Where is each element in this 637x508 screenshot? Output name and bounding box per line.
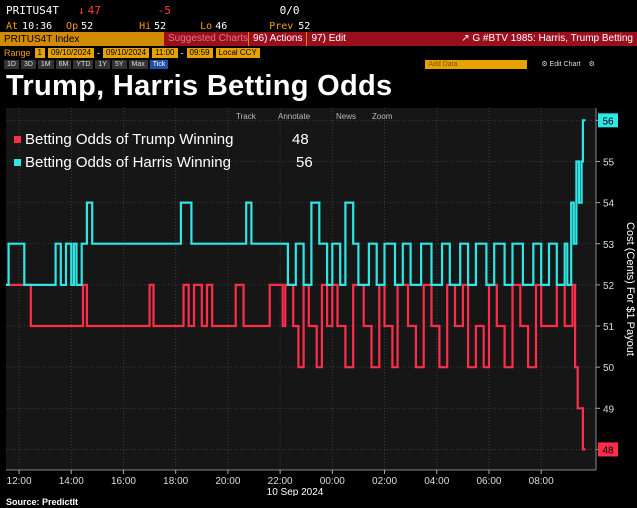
harris-series-line [6, 119, 586, 286]
legend: Betting Odds of Trump Winning 48 Betting… [14, 131, 313, 171]
at-label: At [6, 20, 19, 32]
prev-value: 52 [298, 20, 311, 32]
start-date-field[interactable]: 09/10/2024 [47, 47, 95, 58]
legend-value-harris: 56 [296, 154, 313, 171]
ticker: PRITUS4T [6, 3, 59, 17]
x-tick-label: 00:00 [320, 476, 345, 487]
tab-6m[interactable]: 6M [55, 59, 72, 69]
last-value-tags: 48 56 [598, 113, 618, 457]
high-value: 52 [154, 20, 167, 32]
menu-spacer [349, 32, 458, 46]
security-bar: PRITUS4T Index Suggested Charts 96) Acti… [0, 32, 637, 46]
legend-swatch-trump [14, 136, 21, 143]
legend-swatch-harris [14, 159, 21, 166]
security-name[interactable]: PRITUS4T Index [4, 33, 80, 45]
start-time-field[interactable]: 11:00 [152, 47, 178, 58]
legend-value-trump: 48 [292, 131, 309, 148]
x-tick-label: 20:00 [215, 476, 240, 487]
edit-chart-label: Edit Chart [549, 61, 581, 68]
harris-last-value-tag [598, 113, 618, 128]
range-number-field[interactable]: 1 [34, 47, 45, 58]
tab-3d[interactable]: 3D [20, 59, 36, 69]
period-tabs: 1D 3D 1M 6M YTD 1Y 5Y Max Tick Add Data … [0, 59, 637, 69]
window-title-text: G #BTV 1985: Harris, Trump Betting [472, 33, 633, 44]
currency-select[interactable]: Local CCY [215, 47, 260, 58]
x-tick-label: 06:00 [476, 476, 501, 487]
tab-ytd[interactable]: YTD [73, 59, 94, 69]
settings-icon[interactable]: ⚙ [588, 61, 595, 68]
legend-label-trump: Betting Odds of Trump Winning [25, 131, 233, 148]
prev-label: Prev [269, 20, 294, 32]
window-title: ↗ G #BTV 1985: Harris, Trump Betting [457, 32, 637, 46]
trade-count: 0/0 [279, 3, 300, 17]
edit-chart-button[interactable]: ⚙ Edit Chart [541, 61, 581, 68]
last-price: 47 [87, 3, 101, 17]
high-label: Hi [139, 20, 152, 32]
series-lines [6, 119, 586, 451]
x-tick-label: 08:00 [529, 476, 554, 487]
suggested-charts-button[interactable]: Suggested Charts [164, 32, 248, 46]
tab-5y[interactable]: 5Y [111, 59, 127, 69]
tab-1m[interactable]: 1M [37, 59, 54, 69]
open-value: 52 [81, 20, 94, 32]
annotate-button[interactable]: Annotate [278, 112, 311, 121]
low-value: 46 [215, 20, 228, 32]
tab-1y[interactable]: 1Y [95, 59, 110, 69]
y-axis: 48 49 50 51 52 53 54 55 56 [595, 108, 615, 470]
add-data-input[interactable]: Add Data [425, 59, 528, 69]
trump-last-value-tag [598, 442, 618, 457]
y-axis-label: Cost (Cents) For $1 Payout [624, 222, 636, 356]
price-change: -5 [157, 3, 171, 17]
quote-time: 10:36 [22, 20, 53, 32]
source-note: Source: PredictIt [6, 497, 79, 507]
open-label: Op [66, 20, 79, 32]
x-tick-label: 16:00 [111, 476, 136, 487]
x-tick-label: 14:00 [59, 476, 84, 487]
tab-max[interactable]: Max [128, 59, 148, 69]
x-tick-label: 22:00 [268, 476, 293, 487]
x-tick-label: 12:00 [7, 476, 32, 487]
y-tick-label: 53 [603, 240, 615, 251]
trump-last-value-label: 48 [602, 445, 614, 456]
y-tick-label: 52 [603, 281, 615, 292]
y-tick-label: 50 [603, 363, 615, 374]
x-tick-label: 04:00 [424, 476, 449, 487]
y-tick-label: 49 [603, 404, 615, 415]
ohlc-bar: At 10:36 Op 52 Hi 52 Lo 46 Prev 52 [0, 20, 637, 32]
range-label: Range [4, 47, 31, 58]
actions-menu[interactable]: 96) Actions [249, 32, 307, 46]
track-button[interactable]: Track [236, 112, 257, 121]
low-label: Lo [200, 20, 213, 32]
legend-label-harris: Betting Odds of Harris Winning [25, 154, 231, 171]
popout-icon[interactable]: ↗ [461, 33, 470, 44]
tab-1d[interactable]: 1D [4, 59, 19, 69]
y-tick-label: 51 [603, 322, 615, 333]
chart-title: Trump, Harris Betting Odds [6, 70, 393, 102]
quote-bar: PRITUS4T ↓ 47 -5 0/0 [0, 0, 637, 20]
y-tick-label: 54 [603, 199, 615, 210]
chart-menu: Track Annotate News Zoom [236, 112, 393, 121]
x-tick-label: 02:00 [372, 476, 397, 487]
last-arrow-icon: ↓ [78, 3, 85, 17]
harris-last-value-label: 56 [602, 116, 614, 127]
end-time-field[interactable]: 09:59 [186, 47, 213, 58]
x-tick-label: 18:00 [163, 476, 188, 487]
edit-menu[interactable]: 97) Edit [307, 32, 350, 46]
x-axis-label: 10 Sep 2024 [267, 487, 324, 496]
tab-tick[interactable]: Tick [149, 59, 169, 69]
chart: Track Annotate News Zoom Betting Odds of… [6, 108, 636, 496]
x-axis: 12:00 14:00 16:00 18:00 20:00 22:00 00:00 02:00… [6, 469, 596, 487]
zoom-button[interactable]: Zoom [372, 112, 393, 121]
end-date-field[interactable]: 09/10/2024 [103, 47, 150, 58]
range-bar: Range 1 09/10/2024 - 09/10/2024 11:00 - … [0, 47, 637, 58]
news-button[interactable]: News [336, 112, 356, 121]
y-tick-label: 55 [603, 157, 615, 168]
